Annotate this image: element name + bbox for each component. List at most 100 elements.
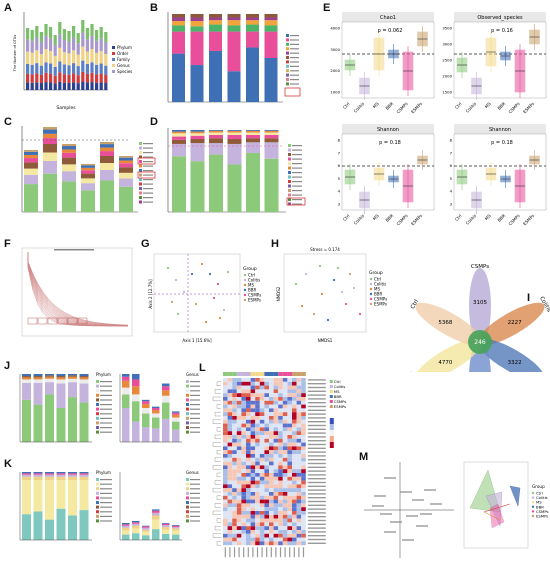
panel-letter-l: L [199,362,206,374]
panel-a-bar-segment [62,82,66,90]
panel-l-cell [278,378,283,382]
panel-l-cell [227,469,233,473]
panel-l-cell [301,454,306,458]
panel-l-cell [227,533,233,538]
panel-l-cell [246,454,251,458]
panel-l-cell [273,423,279,428]
panel-l-cell [255,537,260,542]
panel-l-cell [287,499,292,504]
panel-l-cell [287,473,292,477]
panel-e-y-tick: 8 [450,138,453,143]
panel-h-legend-swatch [369,277,373,281]
panel-l-cell [287,461,292,466]
panel-a-bar-segment [72,50,76,64]
panel-l-cell [241,438,246,443]
panel-l-cell [292,484,297,489]
panel-b-bar-segment [264,14,278,18]
panel-m-feature-label [420,513,432,515]
panel-e-x-tick: ESMPs [410,101,423,114]
panel-l-cell [227,507,233,511]
panel-j-right-bar-segment [162,386,170,391]
panel-j-left-legend-label [100,385,112,387]
panel-d-legend-label [292,149,302,151]
panel-k-right-bar-segment [122,527,130,531]
panel-l-cell [264,389,269,394]
panel-c-legend-swatch [139,164,142,168]
panel-a-bar-segment [26,73,30,83]
panel-a-bar-segment [58,72,62,82]
panel-a-legend-swatch [112,64,115,67]
panel-l-cell [259,526,265,530]
panel-l-row-label [307,523,326,525]
panel-l-cell [282,378,288,382]
panel-d-bar-segment [246,130,260,133]
panel-j-right-legend-swatch [186,393,189,397]
panel-c-bar-segment [43,133,57,139]
panel-l-cell [296,514,302,519]
panel-g-point [216,282,220,286]
panel-g-point [174,278,178,282]
panel-k-right-bar-segment [172,534,180,540]
panel-e-title: Observed_species [477,15,523,21]
panel-l-cell [296,484,302,489]
panel-m-legend-swatch [531,496,535,499]
panel-a-bar-segment [49,73,53,83]
panel-j-left-legend-swatch [96,398,99,402]
panel-l-cell [246,461,251,466]
panel-l-cell [278,526,283,530]
panel-l-cell [292,435,297,439]
panel-k-left-bar-segment [56,480,66,509]
panel-j-left-bar-segment [68,375,77,377]
panel-l-cell [241,480,246,485]
panel-h-point [320,292,324,296]
panel-l-cell [255,480,260,485]
panel-l-cell [227,511,233,515]
panel-l-cell [282,499,288,504]
panel-l-cell [278,473,283,477]
panel-j-right-legend-swatch [186,426,189,429]
panel-a-legend-label: Species [117,69,132,74]
panel-l-cell [241,518,246,523]
panel-g-legend-swatch [243,288,247,292]
panel-l-cell [259,393,265,397]
panel-l-cell [287,419,292,424]
panel-j-left-legend-label [100,422,112,424]
panel-l-cell [287,492,292,496]
panel-l-cell [292,400,297,405]
panel-l-cell [246,446,251,451]
panel-a-bar-segment [90,82,94,90]
panel-m-legend-swatch [531,505,535,508]
panel-l-cell [227,404,233,409]
panel-l-cell [296,533,302,538]
panel-l-cell [223,450,228,454]
panel-e-y-tick: 3000 [330,47,340,52]
panel-b-legend-swatch [286,51,289,55]
panel-c-bar-segment [119,160,133,164]
panel-h-stress: Stress = 0.174 [310,247,340,252]
panel-l-cell [223,438,228,443]
panel-a-bar-segment [67,31,71,42]
panel-j-left-bar-segment [79,379,89,384]
panel-l-cell [292,503,297,508]
panel-c-legend-swatch [139,200,142,204]
panel-l-column-label [275,547,277,558]
panel-l-cell [232,419,237,424]
panel-g-point [190,272,194,276]
panel-l-cell [282,480,288,485]
panel-j-right-bar-segment [122,394,130,408]
panel-j-right-bar-segment [122,408,130,442]
panel-l-cell [223,495,228,500]
panel-l-cell [292,427,297,432]
panel-l-cell [292,537,297,542]
panel-h-legend-label: ESMPs [374,302,387,307]
panel-f-curve [27,252,129,327]
panel-l-cell [241,427,246,432]
panel-l-cell [241,416,246,420]
panel-c-bar-segment [43,144,57,153]
panel-l-cell [278,522,283,527]
panel-l-cell [292,416,297,420]
panel-c-bar-segment [81,178,95,184]
panel-l-cell [278,511,283,515]
panel-l-cell [301,469,306,473]
panel-c-bar-segment [119,178,133,187]
